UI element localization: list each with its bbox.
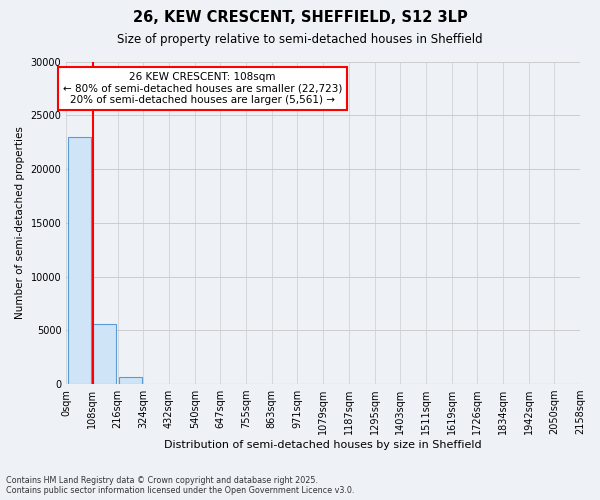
Text: Size of property relative to semi-detached houses in Sheffield: Size of property relative to semi-detach…	[117, 32, 483, 46]
Bar	[119, 376, 142, 384]
Text: 26, KEW CRESCENT, SHEFFIELD, S12 3LP: 26, KEW CRESCENT, SHEFFIELD, S12 3LP	[133, 10, 467, 25]
Text: 26 KEW CRESCENT: 108sqm
← 80% of semi-detached houses are smaller (22,723)
20% o: 26 KEW CRESCENT: 108sqm ← 80% of semi-de…	[63, 72, 342, 105]
Bar	[93, 324, 116, 384]
X-axis label: Distribution of semi-detached houses by size in Sheffield: Distribution of semi-detached houses by …	[164, 440, 482, 450]
Y-axis label: Number of semi-detached properties: Number of semi-detached properties	[15, 126, 25, 319]
Bar	[68, 137, 91, 384]
Text: Contains HM Land Registry data © Crown copyright and database right 2025.
Contai: Contains HM Land Registry data © Crown c…	[6, 476, 355, 495]
